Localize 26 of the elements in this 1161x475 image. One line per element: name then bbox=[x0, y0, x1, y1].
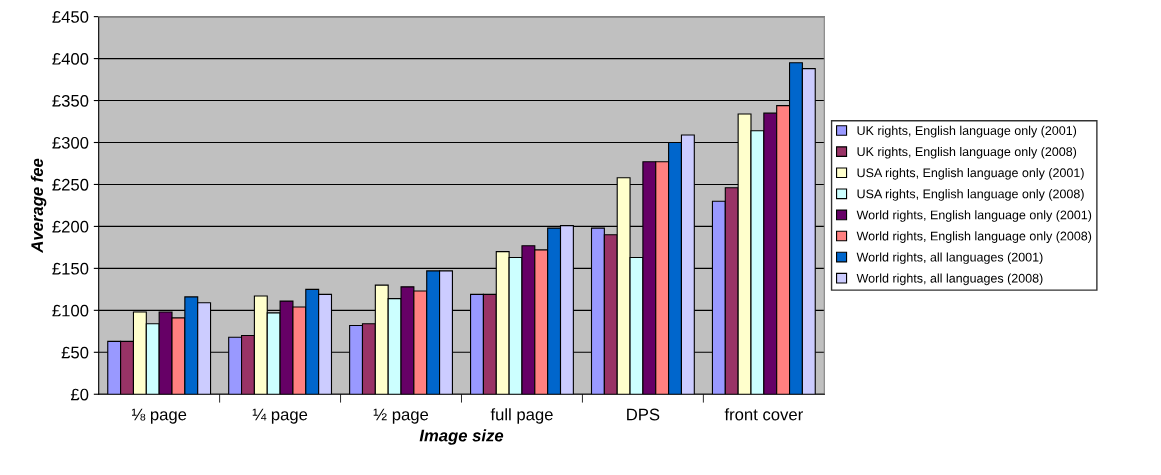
legend-label: World rights, English language only (2001) bbox=[856, 210, 1092, 222]
legend-label: World rights, all languages (2008) bbox=[856, 273, 1043, 286]
x-tick-label: ⅛ page bbox=[132, 408, 187, 424]
y-tick-label: £200 bbox=[52, 220, 89, 233]
y-tick-label: £250 bbox=[52, 178, 89, 191]
y-tick-label: £300 bbox=[52, 136, 89, 149]
legend-label: USA rights, English language only (2001) bbox=[857, 168, 1084, 180]
x-tick-label: ¼ page bbox=[252, 408, 308, 424]
y-tick-label: £400 bbox=[52, 52, 89, 65]
legend-label: USA rights, English language only (2008) bbox=[857, 189, 1084, 201]
x-axis-title: Image size bbox=[419, 429, 504, 445]
y-tick-label: £450 bbox=[52, 11, 89, 23]
y-tick-label: £50 bbox=[61, 346, 89, 359]
legend-label: World rights, English language only (2008) bbox=[856, 231, 1092, 243]
legend-label: UK rights, English language only (2001) bbox=[857, 125, 1077, 138]
x-tick-label: DPS bbox=[627, 408, 660, 421]
y-tick-label: £0 bbox=[70, 388, 89, 401]
legend-label: UK rights, English language only (2008) bbox=[857, 146, 1077, 159]
y-tick-label: £100 bbox=[52, 304, 89, 317]
y-tick-label: £150 bbox=[52, 262, 89, 275]
x-tick-label: full page bbox=[490, 408, 553, 424]
x-tick-label: ½ page bbox=[373, 408, 429, 424]
y-tick-label: £350 bbox=[52, 94, 89, 107]
legend-label: World rights, all languages (2001) bbox=[856, 252, 1043, 265]
y-axis-title: Average fee bbox=[30, 158, 47, 254]
x-tick-label: front cover bbox=[724, 408, 803, 421]
